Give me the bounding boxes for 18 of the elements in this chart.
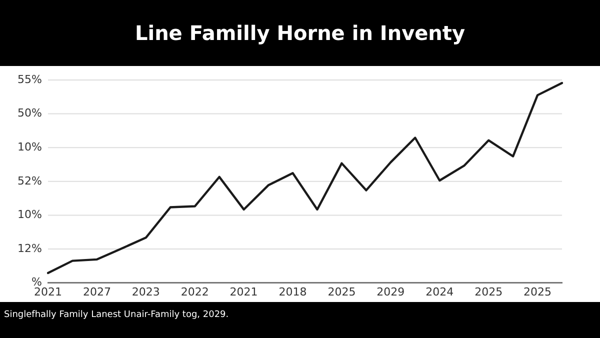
x-tick-label: 2025 — [474, 285, 503, 298]
text: 12% — [18, 242, 42, 255]
chart-title: Line Familly Horne in Inventy — [134, 21, 466, 45]
x-tick-label: 2024 — [426, 285, 454, 298]
text: 10% — [18, 208, 42, 222]
text: 10% — [18, 140, 42, 154]
x-tick-label: 2025 — [524, 285, 552, 298]
x-tick-label: 2022 — [180, 285, 209, 298]
x-tick-label: 2021 — [230, 285, 258, 298]
x-tick-label: 2023 — [132, 285, 160, 298]
text: 50% — [18, 106, 42, 120]
text: Singlefhally Family Lanest Unair-Family tog, 2029. — [4, 310, 230, 320]
text: 55% — [18, 72, 42, 86]
x-tick-label: 2018 — [278, 285, 307, 298]
x-tick-label: 2025 — [328, 285, 356, 298]
text: 52% — [18, 174, 42, 188]
x-tick-label: 2027 — [82, 285, 111, 298]
x-tick-label: 2029 — [376, 285, 405, 298]
